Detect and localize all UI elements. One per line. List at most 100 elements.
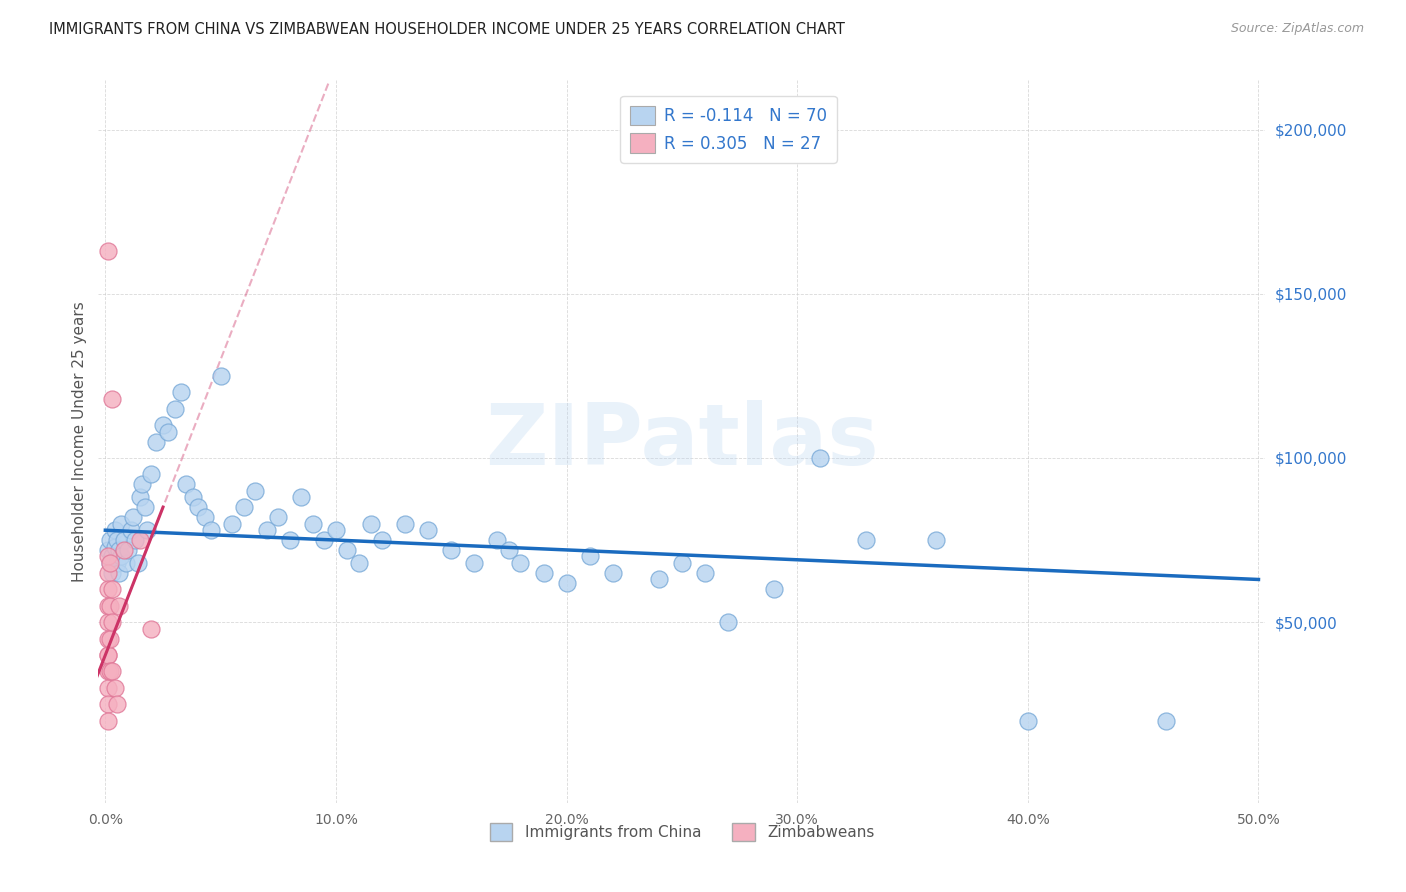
Point — [98, 599, 121, 613]
Point — [533, 566, 555, 580]
Point — [141, 622, 163, 636]
Point — [808, 450, 831, 465]
Point — [181, 491, 204, 505]
Point — [256, 523, 278, 537]
Point — [103, 681, 125, 695]
Point — [763, 582, 786, 597]
Point — [110, 549, 132, 564]
Point — [108, 599, 131, 613]
Point — [97, 615, 120, 630]
Point — [924, 533, 946, 547]
Point — [325, 523, 347, 537]
Point — [97, 566, 120, 580]
Point — [221, 516, 243, 531]
Point — [152, 418, 174, 433]
Point — [97, 599, 120, 613]
Point — [101, 549, 124, 564]
Point — [98, 556, 121, 570]
Point — [134, 500, 156, 515]
Point — [97, 665, 120, 679]
Point — [371, 533, 394, 547]
Point — [105, 556, 128, 570]
Point — [498, 542, 520, 557]
Point — [103, 523, 125, 537]
Point — [101, 392, 124, 406]
Point — [97, 582, 120, 597]
Point — [141, 467, 163, 482]
Point — [97, 549, 120, 564]
Point — [555, 575, 578, 590]
Point — [122, 510, 145, 524]
Point — [97, 698, 120, 712]
Text: ZIPatlas: ZIPatlas — [485, 400, 879, 483]
Point — [174, 477, 197, 491]
Point — [97, 714, 120, 728]
Point — [110, 516, 132, 531]
Point — [440, 542, 463, 557]
Point — [209, 368, 232, 383]
Point — [145, 434, 167, 449]
Point — [156, 425, 179, 439]
Point — [648, 573, 671, 587]
Point — [1154, 714, 1177, 728]
Point — [98, 556, 121, 570]
Point — [360, 516, 382, 531]
Point — [163, 401, 186, 416]
Point — [112, 533, 135, 547]
Point — [97, 648, 120, 662]
Point — [108, 566, 131, 580]
Point — [120, 523, 142, 537]
Point — [124, 533, 146, 547]
Point — [112, 542, 135, 557]
Point — [170, 385, 193, 400]
Point — [103, 540, 125, 554]
Point — [108, 542, 131, 557]
Text: IMMIGRANTS FROM CHINA VS ZIMBABWEAN HOUSEHOLDER INCOME UNDER 25 YEARS CORRELATIO: IMMIGRANTS FROM CHINA VS ZIMBABWEAN HOUS… — [49, 22, 845, 37]
Point — [336, 542, 359, 557]
Point — [463, 556, 485, 570]
Point — [117, 542, 139, 557]
Point — [267, 510, 290, 524]
Point — [671, 556, 693, 570]
Point — [129, 533, 152, 547]
Point — [232, 500, 254, 515]
Point — [105, 533, 128, 547]
Point — [278, 533, 301, 547]
Point — [290, 491, 312, 505]
Point — [98, 665, 121, 679]
Point — [127, 556, 149, 570]
Point — [101, 566, 124, 580]
Point — [693, 566, 716, 580]
Point — [200, 523, 222, 537]
Point — [131, 477, 153, 491]
Point — [115, 556, 138, 570]
Point — [302, 516, 325, 531]
Point — [187, 500, 209, 515]
Point — [245, 483, 267, 498]
Y-axis label: Householder Income Under 25 years: Householder Income Under 25 years — [72, 301, 87, 582]
Point — [97, 542, 120, 557]
Point — [129, 491, 152, 505]
Point — [394, 516, 416, 531]
Point — [97, 648, 120, 662]
Point — [418, 523, 440, 537]
Point — [97, 244, 120, 258]
Point — [855, 533, 877, 547]
Point — [509, 556, 531, 570]
Point — [1017, 714, 1039, 728]
Point — [578, 549, 600, 564]
Point — [105, 698, 128, 712]
Point — [97, 681, 120, 695]
Point — [98, 632, 121, 646]
Point — [347, 556, 370, 570]
Point — [314, 533, 336, 547]
Point — [193, 510, 215, 524]
Point — [101, 582, 124, 597]
Point — [602, 566, 624, 580]
Point — [101, 665, 124, 679]
Point — [98, 533, 121, 547]
Point — [101, 615, 124, 630]
Point — [135, 523, 157, 537]
Point — [97, 632, 120, 646]
Legend: Immigrants from China, Zimbabweans: Immigrants from China, Zimbabweans — [484, 817, 880, 847]
